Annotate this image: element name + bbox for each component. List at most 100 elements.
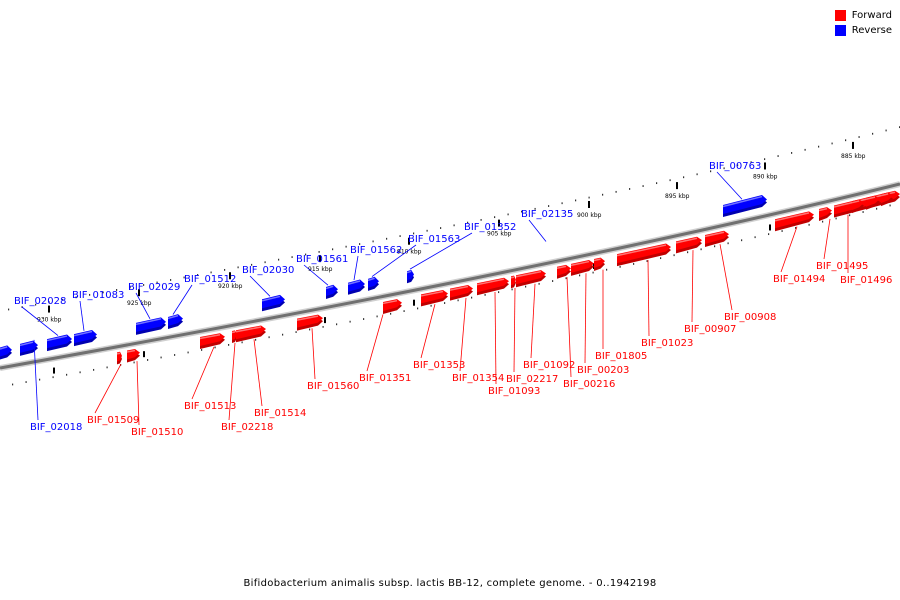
gene-label[interactable]: BIF_00763 [709, 161, 761, 172]
gene-label[interactable]: BIF_01513 [184, 401, 236, 412]
gene-label[interactable]: BIF_02028 [14, 296, 66, 307]
gene-glyph-bif-02030[interactable] [167, 314, 183, 329]
gene-glyph-bif-01494[interactable] [774, 211, 814, 232]
scale-dot [386, 237, 388, 240]
gene-body [676, 236, 702, 251]
gene-glyph-bif-00907[interactable] [675, 236, 702, 254]
gene-glyph-bif-01513[interactable] [199, 333, 225, 349]
scale-dot [8, 308, 10, 311]
gene-glyph-bif-01354[interactable] [449, 285, 473, 301]
gene-label[interactable]: BIF_01351 [359, 373, 411, 384]
gene-glyph-edge[interactable] [880, 192, 893, 207]
gene-label[interactable]: BIF_01563 [408, 234, 460, 245]
gene-highlight [126, 349, 136, 353]
scale-dot [525, 285, 527, 288]
scale-dot [858, 136, 860, 138]
gene-highlight [851, 200, 860, 204]
scale-dot [507, 213, 509, 216]
gene-label[interactable]: BIF_01354 [452, 373, 504, 384]
gene-body [348, 279, 365, 292]
gene-label[interactable]: BIF_01353 [413, 360, 465, 371]
scale-dot [822, 220, 824, 223]
gene-label[interactable]: BIF_01093 [488, 386, 540, 397]
gene-glyph-bif-00763[interactable] [722, 195, 767, 217]
gene-glyph-bif-00203[interactable] [570, 260, 594, 276]
scale-dot [781, 230, 783, 232]
gene-glyph-bif-01561[interactable] [261, 294, 285, 312]
scale-dot [237, 266, 239, 269]
gene-glyph-bif-02028[interactable] [19, 340, 38, 356]
gene-glyph-bif-01560[interactable] [296, 314, 323, 331]
scale-dot [35, 303, 37, 306]
gene-highlight [510, 276, 515, 279]
gene-glyph-bif-02135[interactable] [406, 269, 414, 284]
gene-glyph-bif-01563[interactable] [347, 279, 365, 295]
gene-label[interactable]: BIF_00216 [563, 379, 615, 390]
gene-glyph-edge[interactable] [865, 195, 880, 210]
scale-dot [602, 193, 604, 196]
gene-body [383, 299, 402, 311]
gene-label[interactable]: BIF_02029 [128, 282, 180, 293]
gene-glyph-bif-02029[interactable] [73, 329, 97, 347]
gene-label[interactable]: BIF_00203 [577, 365, 629, 376]
gene-label[interactable]: BIF_01496 [840, 275, 892, 286]
gene-body [775, 211, 814, 229]
gene-glyph-bif-00216[interactable] [556, 264, 571, 279]
tick-mark-lower [53, 367, 55, 374]
gene-body [297, 314, 323, 328]
gene-glyph-bif-01512[interactable] [135, 317, 166, 335]
tick-mark-upper [676, 182, 678, 190]
gene-glyph-bif-01514[interactable] [235, 325, 266, 343]
gene-body [368, 276, 379, 288]
gene-label[interactable]: BIF_01495 [816, 261, 868, 272]
gene-label[interactable]: BIF_01092 [523, 360, 575, 371]
scale-dot [251, 263, 253, 266]
gene-label[interactable]: BIF_01805 [595, 351, 647, 362]
gene-glyph-edge[interactable] [851, 199, 864, 214]
gene-label[interactable]: BIF_01352 [464, 222, 516, 233]
gene-body [232, 330, 237, 340]
gene-label[interactable]: BIF_01562 [350, 245, 402, 256]
gene-label[interactable]: BIF_01494 [773, 274, 825, 285]
gene-glyph-bif-00908[interactable] [704, 230, 729, 247]
gene-label[interactable]: BIF_00907 [684, 324, 736, 335]
gene-label[interactable]: BIF_01083 [72, 290, 124, 301]
gene-glyph-bif-01093[interactable] [476, 277, 509, 296]
gene-glyph-bif-01023[interactable] [616, 243, 671, 267]
gene-label[interactable]: BIF_02217 [506, 374, 558, 385]
gene-glyph-bif-02018[interactable] [0, 345, 12, 360]
gene-glyph-bif-01092[interactable] [515, 270, 546, 288]
gene-glyph-bif-02217[interactable] [510, 275, 516, 289]
leader-line [528, 219, 547, 242]
gene-label[interactable]: BIF_01514 [254, 408, 306, 419]
gene-glyph-bif-01351[interactable] [382, 299, 402, 314]
scale-dot [656, 182, 658, 185]
gene-glyph-bif-01805[interactable] [593, 257, 605, 272]
gene-glyph-bif-01495[interactable] [818, 207, 832, 222]
gene-label[interactable]: BIF_02030 [242, 265, 294, 276]
gene-glyph-bif-01353[interactable] [420, 290, 448, 307]
scale-dot [430, 304, 432, 307]
gene-label[interactable]: BIF_01510 [131, 427, 183, 438]
leader-line [409, 232, 473, 270]
gene-label[interactable]: BIF_00908 [724, 312, 776, 323]
legend-item-forward: Forward [834, 8, 892, 23]
gene-label[interactable]: BIF_02218 [221, 422, 273, 433]
gene-label[interactable]: BIF_01509 [87, 415, 139, 426]
gene-body [723, 195, 767, 214]
gene-label[interactable]: BIF_02135 [521, 209, 573, 220]
leader-line [719, 244, 733, 311]
gene-glyph-bif-01510[interactable] [126, 349, 140, 363]
gene-glyph-bif-01562[interactable] [325, 284, 338, 300]
gene-glyph-bif-01083[interactable] [46, 334, 72, 352]
gene-label[interactable]: BIF_01561 [296, 254, 348, 265]
scale-dot [174, 354, 176, 356]
gene-label[interactable]: BIF_02018 [30, 422, 82, 433]
scale-dot [52, 376, 54, 379]
gene-label[interactable]: BIF_01512 [184, 274, 236, 285]
gene-label[interactable]: BIF_01023 [641, 338, 693, 349]
gene-glyph-bif-02218[interactable] [231, 330, 237, 343]
gene-glyph-bif-01352[interactable] [367, 276, 379, 291]
gene-label[interactable]: BIF_01560 [307, 381, 359, 392]
gene-glyph-bif-01509[interactable] [116, 351, 122, 365]
